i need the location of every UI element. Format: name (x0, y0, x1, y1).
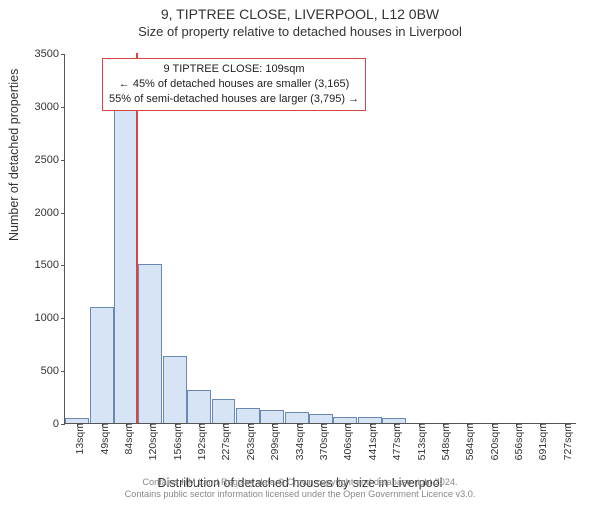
chart-area: 050010001500200025003000350013sqm49sqm84… (64, 54, 576, 424)
y-tick-mark (61, 371, 65, 372)
histogram-bar (163, 356, 187, 423)
y-tick-mark (61, 265, 65, 266)
title-main: 9, TIPTREE CLOSE, LIVERPOOL, L12 0BW (0, 6, 600, 22)
y-tick-mark (61, 160, 65, 161)
x-tick: 727sqm (556, 423, 574, 460)
x-tick: 120sqm (141, 423, 159, 460)
y-tick-mark (61, 54, 65, 55)
y-tick-mark (61, 318, 65, 319)
y-tick-mark (61, 107, 65, 108)
y-tick-mark (61, 213, 65, 214)
x-tick: 441sqm (361, 423, 379, 460)
footer-attribution: Contains HM Land Registry data © Crown c… (125, 477, 476, 500)
histogram-bar (138, 264, 162, 423)
x-tick: 156sqm (166, 423, 184, 460)
x-tick: 477sqm (385, 423, 403, 460)
x-tick: 548sqm (434, 423, 452, 460)
annotation-line: ← 45% of detached houses are smaller (3,… (109, 77, 359, 92)
y-axis-label: Number of detached properties (7, 69, 21, 241)
x-tick: 192sqm (190, 423, 208, 460)
histogram-bar (309, 414, 333, 424)
histogram-bar (212, 399, 236, 423)
x-tick: 13sqm (68, 423, 86, 455)
annotation-box: 9 TIPTREE CLOSE: 109sqm← 45% of detached… (102, 58, 366, 111)
x-tick: 370sqm (312, 423, 330, 460)
x-tick: 84sqm (117, 423, 135, 455)
x-tick: 656sqm (507, 423, 525, 460)
histogram-bar (285, 412, 309, 423)
x-tick: 406sqm (336, 423, 354, 460)
y-tick-mark (61, 424, 65, 425)
histogram-bar (187, 390, 211, 423)
x-tick: 691sqm (531, 423, 549, 460)
footer-line-2: Contains public sector information licen… (125, 489, 476, 501)
x-tick: 513sqm (410, 423, 428, 460)
x-tick: 334sqm (288, 423, 306, 460)
x-tick: 263sqm (239, 423, 257, 460)
title-sub: Size of property relative to detached ho… (0, 24, 600, 39)
x-tick: 620sqm (483, 423, 501, 460)
x-tick: 49sqm (93, 423, 111, 455)
histogram-bar (236, 408, 260, 423)
annotation-line: 9 TIPTREE CLOSE: 109sqm (109, 62, 359, 77)
annotation-line: 55% of semi-detached houses are larger (… (109, 92, 359, 107)
x-tick: 227sqm (214, 423, 232, 460)
x-tick: 584sqm (458, 423, 476, 460)
histogram-bar (114, 85, 138, 423)
footer-line-1: Contains HM Land Registry data © Crown c… (125, 477, 476, 489)
x-tick: 299sqm (263, 423, 281, 460)
histogram-bar (90, 307, 114, 423)
histogram-bar (260, 410, 284, 423)
